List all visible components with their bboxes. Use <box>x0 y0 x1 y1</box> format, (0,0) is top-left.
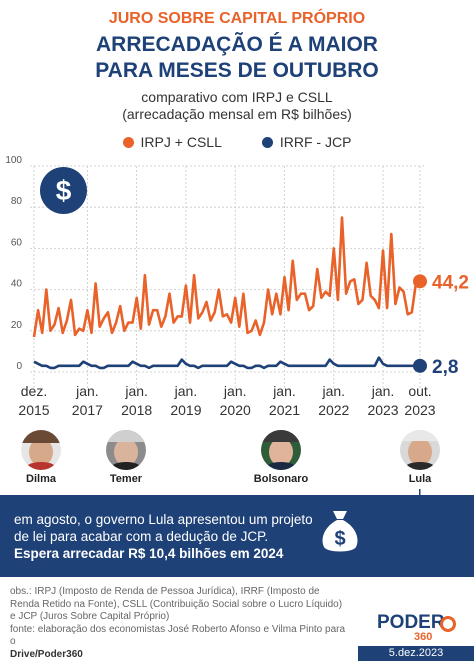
subtitle-line-2: (arrecadação mensal em R$ bilhões) <box>122 106 352 122</box>
x-tick-label-bottom: 2023 <box>367 402 398 418</box>
legend-dot-irrf-jcp <box>261 136 273 148</box>
portrait-temer: Temer <box>91 430 161 485</box>
x-tick-label-top: jan. <box>124 383 148 399</box>
subtitle: comparativo com IRPJ e CSLL (arrecadação… <box>0 89 474 123</box>
footnote-credit: Drive/Poder360 <box>10 648 83 660</box>
x-tick-label-top: jan. <box>223 383 247 399</box>
x-tick-label-bottom: 2018 <box>121 402 152 418</box>
x-tick-label-top: dez. <box>21 383 47 399</box>
y-tick-label: 80 <box>11 196 23 207</box>
series-line-irpj-csll <box>32 216 421 338</box>
temer-photo <box>106 430 146 470</box>
money-bag-symbol: $ <box>334 528 345 550</box>
portrait-bolsonaro: Bolsonaro <box>246 430 316 485</box>
y-tick-label: 60 <box>11 237 23 248</box>
president-portraits: Dilma Temer Bolsonaro Lula <box>0 430 474 492</box>
x-tick-label-top: jan. <box>174 383 198 399</box>
end-label-irrf-jcp: 2,8 <box>432 357 458 378</box>
headline-line-2: PARA MESES DE OUTUBRO <box>95 59 379 82</box>
brand-number: 360 <box>414 631 433 643</box>
y-tick-label: 40 <box>11 279 23 290</box>
dilma-photo <box>21 430 61 470</box>
x-tick-label-top: out. <box>408 383 431 399</box>
end-point-irpj-csll <box>413 274 427 289</box>
legend-label-irrf-jcp: IRRF - JCP <box>279 134 352 150</box>
president-name: Lula <box>408 473 432 485</box>
x-tick-label-bottom: 2022 <box>318 402 349 418</box>
chart-legend: IRPJ + CSLL IRRF - JCP <box>0 134 474 150</box>
x-tick-label-bottom: 2023 <box>404 402 435 418</box>
line-chart: 0 20 40 60 80 100 dez. 2015 jan. 2017 jan. 2018 jan.… <box>5 155 469 418</box>
series-line-irrf-jcp <box>33 356 420 370</box>
x-tick-label-top: jan. <box>371 383 395 399</box>
president-name: Bolsonaro <box>253 473 309 485</box>
portrait-lula: Lula <box>385 430 455 485</box>
x-tick-label-bottom: 2021 <box>269 402 300 418</box>
x-tick-label-bottom: 2019 <box>170 402 201 418</box>
y-tick-label: 100 <box>5 155 22 166</box>
x-tick-label-bottom: 2017 <box>72 402 103 418</box>
headline-line-1: ARRECADAÇÃO É A MAIOR <box>96 33 378 56</box>
x-tick-label-bottom: 2015 <box>18 402 49 418</box>
lula-photo <box>400 430 440 470</box>
legend-label-irpj-csll: IRPJ + CSLL <box>140 134 222 150</box>
sun-icon <box>440 616 456 632</box>
president-name: Temer <box>109 473 143 485</box>
x-tick-label-top: jan. <box>321 383 345 399</box>
portrait-dilma: Dilma <box>6 430 76 485</box>
y-tick-label: 20 <box>11 320 23 331</box>
info-box: em agosto, o governo Lula apresentou um … <box>0 495 474 577</box>
legend-dot-irpj-csll <box>122 136 134 148</box>
publish-date: 5.dez.2023 <box>358 646 474 661</box>
dollar-icon: $ <box>40 167 87 214</box>
bolsonaro-photo <box>261 430 301 470</box>
x-tick-label-top: jan. <box>75 383 99 399</box>
legend-item-irpj-csll: IRPJ + CSLL <box>122 134 222 150</box>
money-bag-icon: $ <box>322 511 358 552</box>
footnote-source: fonte: elaboração dos economistas José R… <box>10 623 346 648</box>
subtitle-line-1: comparativo com IRPJ e CSLL <box>141 89 333 105</box>
president-name: Dilma <box>26 473 56 485</box>
x-tick-label-top: jan. <box>272 383 296 399</box>
lula-connector <box>419 489 421 497</box>
info-text-body: em agosto, o governo Lula apresentou um … <box>14 512 313 544</box>
end-point-irrf-jcp <box>413 358 427 373</box>
info-text-highlight: Espera arrecadar R$ 10,4 bilhões em 2024 <box>14 546 284 561</box>
footnote: obs.: IRPJ (Imposto de Renda de Pessoa J… <box>10 586 350 661</box>
x-tick-label-bottom: 2020 <box>220 402 251 418</box>
end-label-irpj-csll: 44,2 <box>432 272 469 293</box>
footnote-obs: obs.: IRPJ (Imposto de Renda de Pessoa J… <box>10 586 343 622</box>
headline: ARRECADAÇÃO É A MAIOR PARA MESES DE OUTU… <box>0 32 474 84</box>
info-text: em agosto, o governo Lula apresentou um … <box>14 511 314 562</box>
brand-logo: PODER <box>377 612 445 633</box>
legend-item-irrf-jcp: IRRF - JCP <box>261 134 352 150</box>
kicker-title: JURO SOBRE CAPITAL PRÓPRIO <box>108 10 366 27</box>
y-tick-label: 0 <box>16 361 22 372</box>
